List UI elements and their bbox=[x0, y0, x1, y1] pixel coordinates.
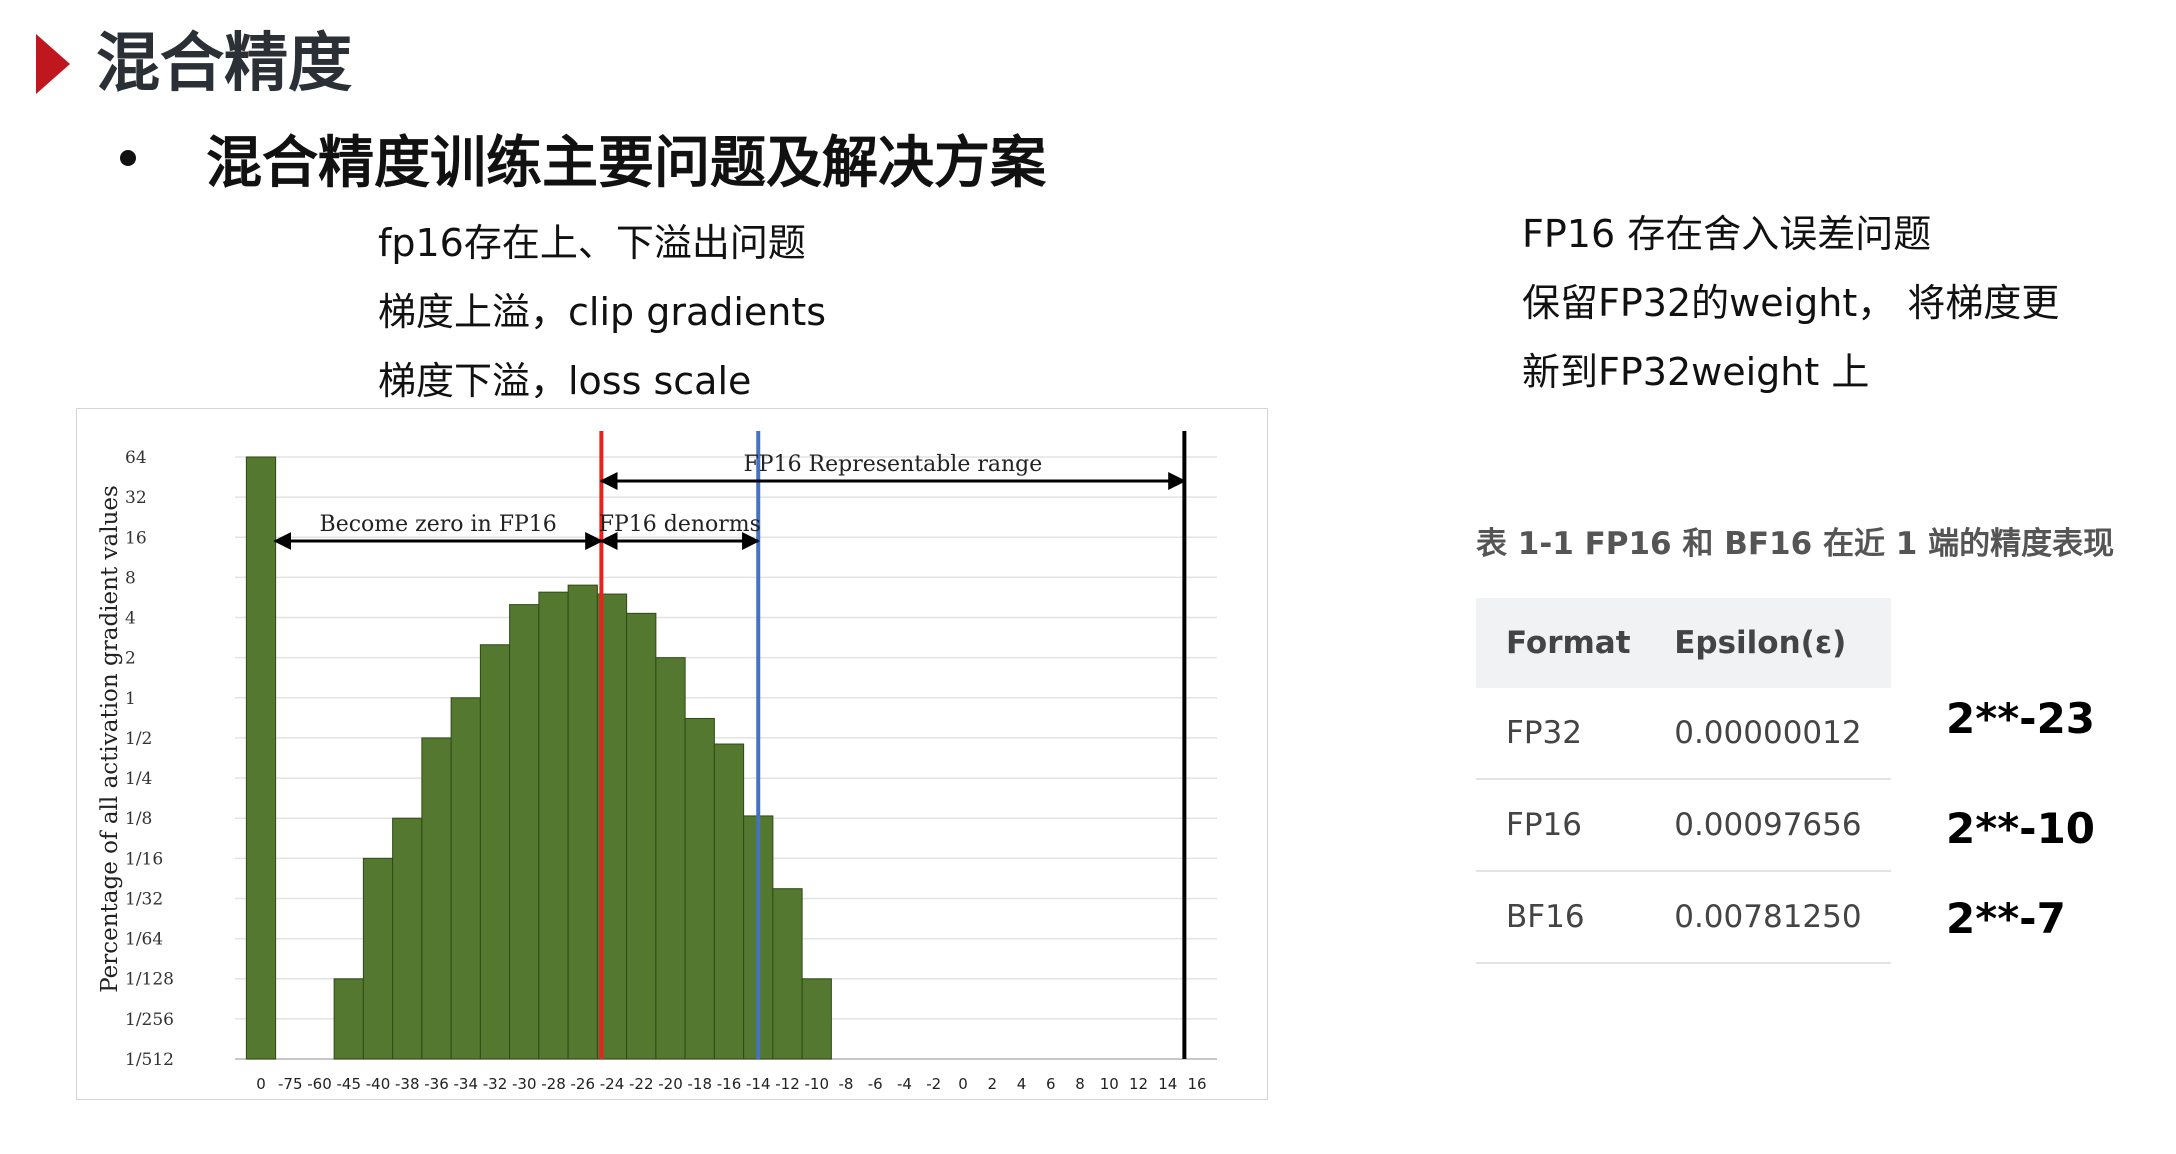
power-label: 2**-7 bbox=[1946, 894, 2066, 943]
x-tick-label: -36 bbox=[424, 1075, 449, 1093]
x-tick-label: -8 bbox=[839, 1075, 854, 1093]
y-tick-label: 1/256 bbox=[125, 1010, 174, 1030]
bullet-icon bbox=[120, 150, 136, 166]
y-tick-label: 1/128 bbox=[125, 970, 174, 990]
x-tick-label: -14 bbox=[746, 1075, 771, 1093]
annotation-label: FP16 denorms bbox=[599, 512, 761, 537]
y-tick-label: 8 bbox=[125, 568, 136, 588]
left-line-2: 梯度上溢，clip gradients bbox=[378, 290, 827, 334]
header-format: Format bbox=[1476, 598, 1653, 688]
cell-epsilon: 0.00000012 bbox=[1652, 688, 1891, 780]
histogram-bar bbox=[479, 644, 511, 1060]
histogram-bar bbox=[684, 717, 715, 1060]
x-tick-label: 0 bbox=[958, 1075, 968, 1093]
y-tick-label: 1/2 bbox=[125, 729, 152, 749]
x-tick-label: 2 bbox=[987, 1075, 997, 1093]
x-tick-label: 8 bbox=[1075, 1075, 1085, 1093]
y-tick-label: 1/32 bbox=[125, 889, 163, 909]
x-tick-label: 6 bbox=[1046, 1075, 1056, 1093]
cell-format: FP32 bbox=[1476, 688, 1653, 780]
table-row: BF16 0.00781250 bbox=[1476, 871, 1891, 964]
histogram-bar bbox=[245, 456, 277, 1060]
x-tick-label: -4 bbox=[897, 1075, 912, 1093]
histogram-bar bbox=[333, 978, 364, 1060]
header-epsilon: Epsilon(ε) bbox=[1652, 598, 1891, 688]
histogram-bar bbox=[362, 857, 394, 1060]
chart-svg: 1/5121/2561/1281/641/321/161/81/41/21248… bbox=[97, 431, 1217, 1093]
y-tick-label: 4 bbox=[125, 609, 136, 629]
x-tick-label: -12 bbox=[775, 1075, 800, 1093]
power-label: 2**-10 bbox=[1946, 804, 2096, 853]
left-line-3: 梯度下溢，loss scale bbox=[378, 359, 752, 403]
x-tick-label: -26 bbox=[571, 1075, 596, 1093]
x-tick-label: -18 bbox=[688, 1075, 713, 1093]
left-line-1: fp16存在上、下溢出问题 bbox=[378, 221, 806, 265]
y-tick-label: 1/8 bbox=[125, 809, 152, 829]
right-line-1: FP16 存在舍入误差问题 bbox=[1522, 212, 1932, 256]
y-tick-label: 1/4 bbox=[125, 769, 152, 789]
page-subtitle: 混合精度训练主要问题及解决方案 bbox=[206, 131, 1046, 196]
histogram-bar bbox=[626, 612, 657, 1060]
y-tick-label: 64 bbox=[125, 448, 147, 468]
y-tick-label: 1 bbox=[125, 689, 136, 709]
table-header-row: Format Epsilon(ε) bbox=[1476, 598, 1891, 688]
gradient-histogram-chart: 1/512 1/256 1/128 1/64 1/32 1/16 1/8 1/4 1/2 1 2 4 8… bbox=[76, 408, 1268, 1100]
x-tick-label: -22 bbox=[629, 1075, 654, 1093]
epsilon-table: Format Epsilon(ε) FP32 0.00000012 FP16 0… bbox=[1476, 598, 1891, 964]
x-tick-label: -16 bbox=[717, 1075, 742, 1093]
x-tick-label: -34 bbox=[454, 1075, 479, 1093]
table-row: FP16 0.00097656 bbox=[1476, 779, 1891, 872]
y-tick-label: 1/512 bbox=[125, 1050, 174, 1070]
cell-format: BF16 bbox=[1476, 871, 1653, 964]
x-tick-label: -75 bbox=[278, 1075, 303, 1093]
y-axis-label: Percentage of all activation gradient va… bbox=[97, 485, 123, 993]
y-tick-label: 32 bbox=[125, 488, 147, 508]
x-tick-label: 4 bbox=[1017, 1075, 1027, 1093]
x-tick-label: -10 bbox=[805, 1075, 830, 1093]
histogram-bar bbox=[538, 591, 569, 1060]
x-tick-label: 14 bbox=[1158, 1075, 1177, 1093]
x-tick-label: -60 bbox=[307, 1075, 332, 1093]
histogram-bar bbox=[509, 604, 540, 1060]
histogram-bar bbox=[421, 737, 452, 1060]
histogram-bar bbox=[392, 817, 423, 1060]
x-tick-label: -2 bbox=[926, 1075, 941, 1093]
histogram-bar bbox=[713, 743, 745, 1060]
y-tick-label: 1/16 bbox=[125, 849, 163, 869]
cell-epsilon: 0.00781250 bbox=[1652, 871, 1891, 964]
histogram-bar bbox=[801, 978, 832, 1060]
x-tick-label: -30 bbox=[512, 1075, 537, 1093]
histogram-bar bbox=[450, 697, 481, 1060]
annotation-label: Become zero in FP16 bbox=[320, 512, 557, 537]
right-line-3: 新到FP32weight 上 bbox=[1522, 350, 1870, 394]
y-tick-label: 1/64 bbox=[125, 930, 163, 950]
x-tick-label: -38 bbox=[395, 1075, 420, 1093]
x-tick-label: -45 bbox=[337, 1075, 362, 1093]
power-label: 2**-23 bbox=[1946, 694, 2096, 743]
table-caption: 表 1-1 FP16 和 BF16 在近 1 端的精度表现 bbox=[1476, 526, 2115, 562]
table-row: FP32 0.00000012 bbox=[1476, 688, 1891, 780]
x-tick-label: 0 bbox=[256, 1075, 266, 1093]
x-tick-label: -20 bbox=[658, 1075, 683, 1093]
x-tick-label: 10 bbox=[1100, 1075, 1119, 1093]
histogram-bar bbox=[567, 584, 598, 1060]
y-tick-label: 16 bbox=[125, 528, 147, 548]
right-line-2: 保留FP32的weight， 将梯度更 bbox=[1522, 281, 2060, 325]
title-marker-icon bbox=[36, 34, 70, 94]
x-tick-label: -28 bbox=[541, 1075, 566, 1093]
cell-format: FP16 bbox=[1476, 779, 1653, 872]
page-title: 混合精度 bbox=[96, 27, 352, 101]
x-tick-label: -6 bbox=[868, 1075, 883, 1093]
x-tick-label: -32 bbox=[483, 1075, 508, 1093]
y-tick-label: 2 bbox=[125, 649, 136, 669]
annotation-label: FP16 Representable range bbox=[744, 452, 1043, 477]
histogram-bar bbox=[655, 657, 686, 1060]
histogram-bar bbox=[772, 888, 803, 1060]
cell-epsilon: 0.00097656 bbox=[1652, 779, 1891, 872]
x-tick-label: 12 bbox=[1129, 1075, 1148, 1093]
x-tick-label: -24 bbox=[600, 1075, 625, 1093]
x-tick-label: -40 bbox=[366, 1075, 391, 1093]
x-tick-label: 16 bbox=[1187, 1075, 1206, 1093]
